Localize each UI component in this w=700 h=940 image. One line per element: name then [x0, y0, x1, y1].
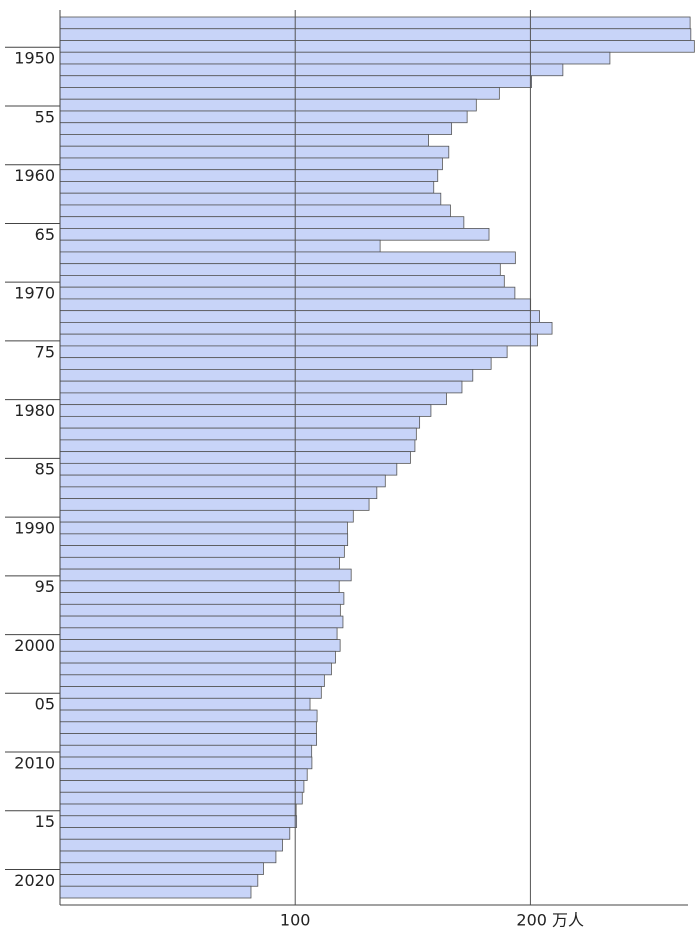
- bar: [59, 850, 277, 864]
- bar: [59, 380, 463, 394]
- x-tick-label: 200 万人: [516, 911, 584, 930]
- y-tick-label: 2020: [14, 871, 55, 890]
- bar: [59, 145, 450, 159]
- bar: [59, 874, 259, 887]
- y-tick-label: 2000: [14, 636, 55, 655]
- bar: [59, 885, 252, 899]
- y-tick-label: 2010: [14, 753, 55, 772]
- bar: [59, 709, 318, 723]
- bar: [59, 509, 354, 523]
- bar: [59, 791, 303, 805]
- bar: [59, 568, 352, 582]
- bar: [59, 780, 305, 793]
- y-tick-label: 1970: [14, 284, 55, 303]
- bar: [59, 521, 348, 535]
- bar: [59, 650, 336, 664]
- bar: [59, 122, 453, 135]
- y-tick-label: 75: [35, 342, 55, 361]
- bar: [59, 310, 540, 323]
- bar: [59, 251, 516, 265]
- bar: [59, 368, 474, 382]
- y-tick-label: 1950: [14, 49, 55, 68]
- x-tick-label: 100: [280, 911, 311, 930]
- bar: [59, 580, 340, 593]
- bar: [59, 134, 429, 147]
- bar: [59, 286, 516, 300]
- bar: [59, 169, 439, 182]
- bar: [59, 204, 451, 218]
- bar: [59, 392, 447, 406]
- bar: [59, 545, 345, 558]
- bar: [59, 439, 416, 453]
- y-tick-label: 15: [35, 812, 55, 831]
- bar: [59, 110, 468, 124]
- bar: [59, 768, 308, 781]
- bar: [59, 51, 611, 65]
- bar: [59, 415, 421, 429]
- bar: [59, 498, 370, 511]
- bar: [59, 838, 283, 852]
- bar: [59, 744, 313, 758]
- bar: [59, 862, 264, 875]
- bar: [59, 157, 443, 171]
- bar: [59, 451, 411, 464]
- bar: [59, 603, 341, 617]
- bar: [59, 345, 508, 359]
- bar: [59, 192, 442, 206]
- bar: [59, 16, 691, 30]
- bar: [59, 721, 317, 734]
- bar: [59, 733, 318, 746]
- bar: [59, 639, 341, 652]
- bar: [59, 228, 490, 241]
- bar: [59, 63, 564, 77]
- bar: [59, 40, 695, 53]
- bar: [59, 427, 417, 441]
- bar: [59, 474, 386, 488]
- bar: [59, 322, 553, 335]
- y-tick-label: 1960: [14, 166, 55, 185]
- bar: [59, 486, 378, 500]
- bar: [59, 333, 538, 347]
- bar: [59, 592, 345, 605]
- bar: [59, 615, 344, 629]
- y-tick-label: 05: [35, 695, 55, 714]
- bar: [59, 756, 313, 770]
- bar: [59, 239, 381, 253]
- bar: [59, 827, 291, 840]
- bar: [59, 803, 297, 817]
- bar: [59, 28, 692, 41]
- bar: [59, 275, 505, 288]
- bar: [59, 98, 477, 112]
- bar: [59, 533, 349, 546]
- bar: [59, 815, 298, 828]
- y-tick-label: 85: [35, 460, 55, 479]
- bar: [59, 662, 332, 676]
- y-tick-label: 1980: [14, 401, 55, 420]
- y-tick-label: 55: [35, 107, 55, 126]
- y-tick-label: 65: [35, 225, 55, 244]
- bar: [59, 357, 492, 370]
- bar: [59, 462, 398, 476]
- bar: [59, 674, 325, 687]
- bar: [59, 263, 501, 276]
- bar: [59, 87, 500, 100]
- y-tick-label: 1990: [14, 518, 55, 537]
- bar: [59, 556, 340, 570]
- bar: [59, 697, 311, 711]
- bar: [59, 75, 532, 88]
- y-tick-label: 95: [35, 577, 55, 596]
- bar: [59, 216, 465, 229]
- bar: [59, 404, 432, 417]
- bar: [59, 686, 322, 699]
- bar: [59, 181, 435, 194]
